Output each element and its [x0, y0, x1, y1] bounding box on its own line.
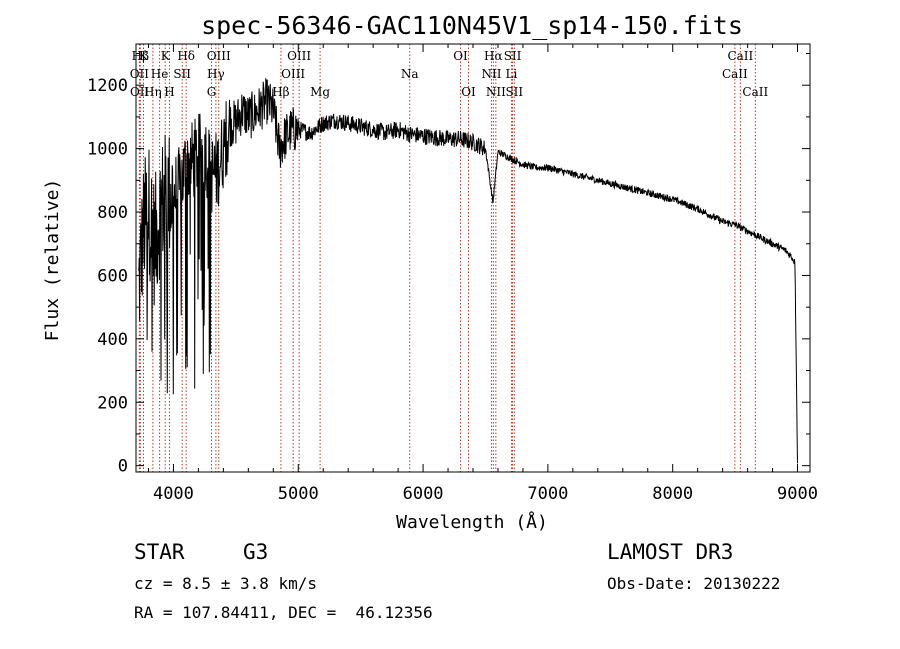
line-marker-label-19: OII	[130, 85, 150, 99]
line-marker-label-12: SII	[173, 67, 191, 81]
line-marker-label-8: SII	[504, 49, 522, 63]
line-markers	[138, 44, 756, 472]
x-tick-label-3: 7000	[527, 484, 568, 504]
line-marker-label-7: Hα	[484, 49, 503, 63]
line-marker-label-21: H	[164, 85, 174, 99]
line-marker-label-25: OI	[461, 85, 476, 99]
coordinates-text: RA = 107.84411, DEC = 46.12356	[134, 603, 433, 622]
line-marker-label-27: SII	[505, 85, 523, 99]
redshift-text: cz = 8.5 ± 3.8 km/s	[134, 574, 318, 593]
x-tick-label-5: 9000	[777, 484, 818, 504]
y-tick-label-4: 800	[97, 203, 128, 223]
line-marker-label-23: Hβ	[272, 85, 289, 99]
y-axis-label: Flux (relative)	[42, 179, 63, 342]
y-tick-label-2: 400	[97, 330, 128, 350]
y-tick-label-1: 200	[97, 393, 128, 413]
x-tick-label-4: 8000	[652, 484, 693, 504]
line-marker-label-20: Hη	[144, 85, 162, 99]
x-axis-ticks: 4000 5000 6000 7000 8000 9000	[147, 44, 818, 504]
y-tick-label-0: 0	[118, 457, 128, 477]
plot-frame	[135, 43, 811, 473]
obs-date: Obs-Date: 20130222	[607, 574, 781, 593]
line-marker-label-13: Hγ	[207, 67, 225, 81]
survey-name: LAMOST DR3	[607, 540, 734, 564]
line-marker-label-10: OII	[130, 67, 150, 81]
line-marker-label-9: CaII	[727, 49, 753, 63]
line-marker-label-14: OIII	[281, 67, 305, 81]
object-subclass: G3	[243, 540, 269, 564]
line-marker-label-18: CaII	[722, 67, 748, 81]
line-marker-label-5: OIII	[287, 49, 311, 63]
line-marker-label-2: K	[161, 49, 171, 63]
y-tick-label-5: 1000	[87, 140, 128, 160]
line-marker-label-22: G	[207, 85, 217, 99]
x-tick-label-0: 4000	[153, 484, 194, 504]
line-marker-label-4: OIII	[207, 49, 231, 63]
line-marker-label-6: OI	[453, 49, 468, 63]
line-marker-label-3: Hδ	[177, 49, 195, 63]
y-tick-label-3: 600	[97, 266, 128, 286]
x-tick-label-1: 5000	[278, 484, 319, 504]
y-tick-label-6: 1200	[87, 76, 128, 96]
object-class: STAR	[134, 540, 185, 564]
y-axis-ticks: 0 200 400 600 800 1000 1200	[87, 53, 810, 477]
line-marker-label-1: K	[139, 49, 149, 63]
line-marker-label-26: NII	[486, 85, 506, 99]
line-marker-label-11: He	[151, 67, 169, 81]
line-marker-label-28: CaII	[742, 85, 768, 99]
chart-title: spec-56346-GAC110N45V1_sp14-150.fits	[201, 11, 743, 40]
line-marker-label-16: NII	[481, 67, 501, 81]
line-marker-label-17: Li	[506, 67, 518, 81]
x-axis-label: Wavelength (Å)	[396, 511, 548, 533]
x-tick-label-2: 6000	[403, 484, 444, 504]
line-marker-label-24: Mg	[310, 85, 330, 99]
line-marker-label-15: Na	[401, 67, 419, 81]
spectrum-line	[138, 77, 798, 464]
